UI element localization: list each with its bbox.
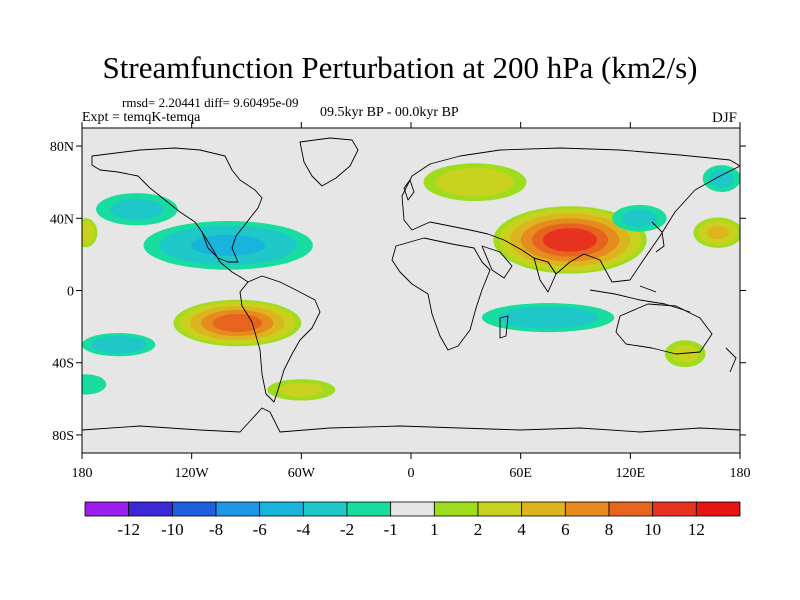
coast-indonesia bbox=[589, 285, 691, 313]
colorbar-swatch bbox=[652, 501, 697, 517]
colorbar-label: -2 bbox=[340, 520, 354, 539]
x-tick-label: 0 bbox=[408, 466, 415, 481]
colorbar-swatch bbox=[215, 501, 261, 517]
anomaly-contour-11-level--2 bbox=[621, 209, 658, 228]
colorbar-swatch bbox=[128, 501, 173, 517]
anomaly-contour-2-level-2 bbox=[435, 167, 514, 197]
colorbar-swatch bbox=[477, 501, 523, 517]
coastlines bbox=[82, 137, 740, 433]
period-label: 09.5kyr BP - 00.0kyr BP bbox=[320, 105, 459, 120]
coast-uk bbox=[403, 179, 415, 201]
coast-japan bbox=[651, 221, 665, 253]
coast-australia bbox=[615, 303, 713, 355]
colorbar-swatch bbox=[695, 501, 741, 517]
anomaly-contour-1-level-8 bbox=[212, 313, 263, 333]
anomaly-field bbox=[82, 163, 740, 401]
colorbar: -12 -10 -8 -6 -4 -2 -1 1 2 4 6 8 10 12 bbox=[84, 501, 741, 539]
coast-eurasia bbox=[401, 147, 740, 283]
colorbar-swatch bbox=[521, 501, 566, 517]
x-tick-label: 60E bbox=[509, 466, 532, 481]
anomaly-contour-12-level--2 bbox=[709, 169, 735, 188]
anomaly-contour-6-level-2 bbox=[671, 344, 699, 363]
colorbar-label: -1 bbox=[384, 520, 398, 539]
coast-antarctica bbox=[82, 407, 740, 433]
map-frame bbox=[81, 127, 741, 454]
colorbar-label: -10 bbox=[161, 520, 184, 539]
coast-north-america bbox=[91, 147, 263, 263]
x-tick-label: 60W bbox=[288, 466, 316, 481]
colorbar-swatch bbox=[84, 501, 130, 517]
y-tick-label: 0 bbox=[67, 285, 74, 300]
anomaly-contour-0-level-10 bbox=[543, 228, 597, 252]
coast-arabia bbox=[481, 245, 513, 279]
colorbar-swatch bbox=[390, 501, 435, 517]
anomaly-contour-9-level--2 bbox=[90, 335, 147, 354]
x-tick-label: 180 bbox=[72, 466, 93, 481]
coast-greenland bbox=[299, 137, 359, 187]
colorbar-label: 8 bbox=[605, 520, 614, 539]
map-background bbox=[82, 128, 740, 453]
anomaly-contour-8-level--2 bbox=[110, 198, 164, 220]
colorbar-swatch bbox=[259, 501, 304, 517]
colorbar-label: 10 bbox=[644, 520, 661, 539]
coast-south-america bbox=[239, 275, 321, 403]
colorbar-label: -6 bbox=[253, 520, 267, 539]
colorbar-label: 12 bbox=[688, 520, 705, 539]
anomaly-contour-3-level-4 bbox=[707, 226, 729, 240]
map-axes: 180 120W 60W 0 60E 120E 180 80N 40N 0 40S 80S bbox=[50, 122, 751, 481]
coast-central-america bbox=[201, 231, 249, 283]
experiment-line: Expt = temqK-temqa bbox=[82, 110, 201, 125]
y-tick-label: 40S bbox=[52, 357, 74, 372]
anomaly-contour-5-level-2 bbox=[279, 382, 324, 397]
anomaly-contour-13-level--1 bbox=[82, 374, 107, 395]
colorbar-label: 1 bbox=[430, 520, 439, 539]
colorbar-swatch bbox=[302, 501, 348, 517]
colorbar-swatch bbox=[564, 501, 610, 517]
coast-india bbox=[533, 257, 557, 293]
y-tick-label: 40N bbox=[50, 212, 74, 227]
x-tick-label: 180 bbox=[730, 466, 751, 481]
colorbar-label: -12 bbox=[117, 520, 140, 539]
chart-title: Streamfunction Perturbation at 200 hPa (… bbox=[102, 50, 698, 85]
colorbar-swatch bbox=[346, 501, 392, 517]
y-tick-label: 80S bbox=[52, 429, 74, 444]
colorbar-label: 2 bbox=[474, 520, 483, 539]
colorbar-swatch bbox=[608, 501, 654, 517]
colorbar-swatch bbox=[433, 501, 479, 517]
coast-new-zealand bbox=[725, 347, 737, 373]
x-tick-label: 120W bbox=[175, 466, 210, 481]
season-label: DJF bbox=[712, 110, 738, 126]
coast-madagascar bbox=[499, 315, 509, 339]
colorbar-label: -4 bbox=[296, 520, 311, 539]
coast-africa bbox=[391, 237, 491, 351]
colorbar-label: 6 bbox=[561, 520, 570, 539]
colorbar-swatch bbox=[171, 501, 217, 517]
y-tick-label: 80N bbox=[50, 140, 74, 155]
colorbar-label: -8 bbox=[209, 520, 223, 539]
anomaly-contour-4-level-2 bbox=[82, 221, 95, 244]
stats-line: rmsd= 2.20441 diff= 9.60495e-09 bbox=[122, 95, 299, 110]
x-tick-label: 120E bbox=[616, 466, 646, 481]
colorbar-label: 4 bbox=[517, 520, 526, 539]
anomaly-contour-10-level--2 bbox=[497, 306, 599, 329]
anomaly-contour-7-level--4 bbox=[191, 234, 266, 257]
